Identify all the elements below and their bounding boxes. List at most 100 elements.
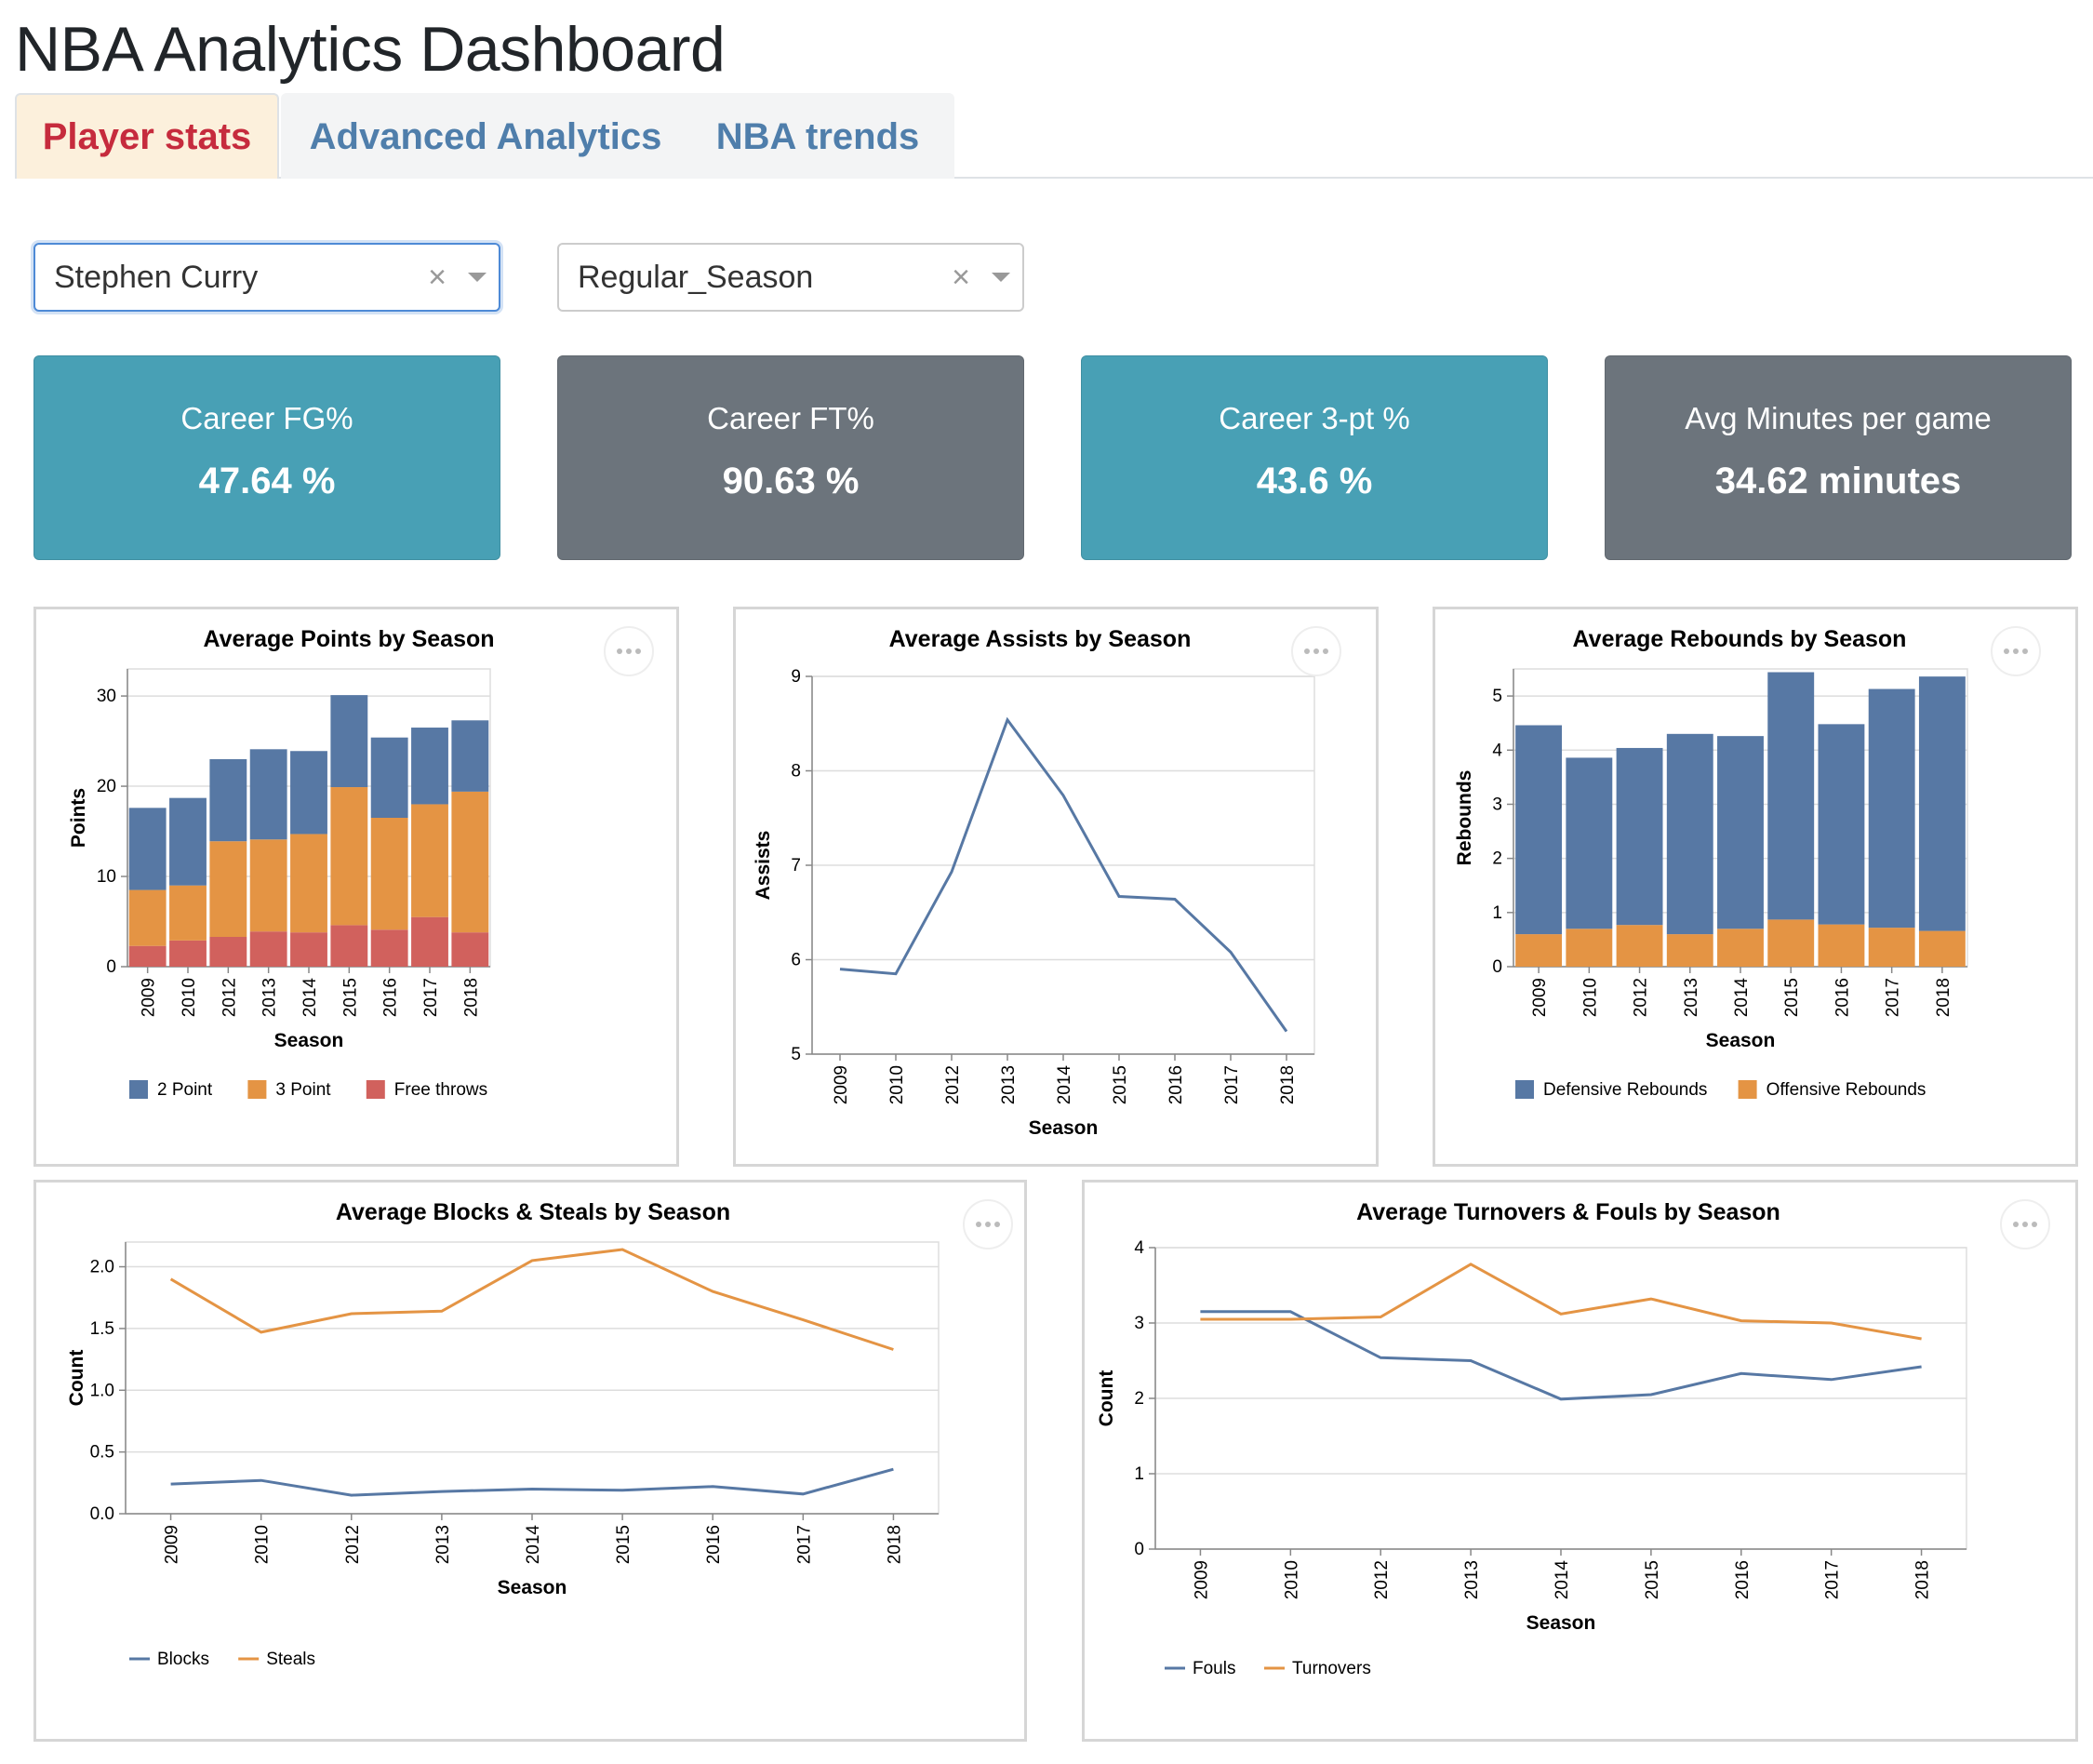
tab-nba-trends[interactable]: NBA trends <box>681 93 954 179</box>
bar <box>411 804 448 917</box>
bar <box>128 889 167 946</box>
x-tick-label: 2015 <box>1643 1560 1662 1599</box>
x-tick-label: 2018 <box>1278 1065 1298 1104</box>
chevron-down-icon[interactable] <box>980 259 1022 296</box>
bar <box>1616 925 1663 967</box>
x-tick-label: 2017 <box>421 978 441 1017</box>
season-type-select[interactable]: Regular_Season × <box>557 243 1024 312</box>
x-tick-label: 2015 <box>1111 1065 1130 1104</box>
x-axis-label: Season <box>498 1577 567 1598</box>
points-chart: Average Points by Season 0 10 20 30 2009 2010 2… <box>68 626 495 1100</box>
tab-advanced-analytics[interactable]: Advanced Analytics <box>281 93 690 179</box>
bar <box>1616 747 1663 926</box>
clear-icon[interactable]: × <box>428 259 447 295</box>
bar <box>1868 688 1915 929</box>
y-tick-label: 10 <box>97 867 116 887</box>
stat-card-value: 34.62 minutes <box>1714 461 1962 501</box>
stat-card-label: Avg Minutes per game <box>1685 401 1992 435</box>
bar <box>1918 930 1966 967</box>
x-tick-label: 2010 <box>1580 978 1600 1017</box>
y-tick-label: 5 <box>1492 687 1502 706</box>
tab-bar: Player stats Advanced Analytics NBA tren… <box>15 93 2093 179</box>
x-tick-label: 2018 <box>1913 1560 1933 1599</box>
x-tick-label: 2013 <box>433 1525 453 1564</box>
bar <box>1566 929 1613 967</box>
player-select[interactable]: Stephen Curry × <box>33 243 500 312</box>
chart-title: Average Blocks & Steals by Season <box>336 1199 730 1225</box>
bar <box>411 728 448 805</box>
bar <box>290 751 327 835</box>
y-tick-label: 0 <box>1134 1540 1144 1559</box>
bar <box>169 797 207 886</box>
x-axis-label: Season <box>1706 1030 1776 1051</box>
y-tick-label: 2.0 <box>90 1258 114 1277</box>
bar <box>1515 725 1563 935</box>
x-tick-label: 2014 <box>524 1525 543 1565</box>
x-tick-label: 2012 <box>343 1525 363 1564</box>
bar <box>370 929 408 967</box>
chart-title: Average Turnovers & Fouls by Season <box>1356 1199 1780 1225</box>
turnovers-fouls-chart-panel: Average Turnovers & Fouls by Season 0 1 2 3 4… <box>1082 1180 2078 1742</box>
x-tick-label: 2016 <box>1166 1065 1186 1104</box>
more-options-icon[interactable] <box>2000 1199 2050 1250</box>
y-tick-label: 4 <box>1134 1238 1144 1258</box>
legend-swatch <box>247 1080 267 1099</box>
legend-label: Offensive Rebounds <box>1766 1080 1926 1100</box>
stat-card-label: Career FT% <box>707 401 874 435</box>
x-tick-label: 2010 <box>180 978 199 1017</box>
clear-icon[interactable]: × <box>952 259 970 295</box>
x-axis-label: Season <box>1029 1117 1099 1139</box>
bar <box>370 737 408 818</box>
points-chart-panel: Average Points by Season 0 10 20 30 2009 2010 2… <box>33 607 679 1167</box>
bar <box>1818 924 1865 967</box>
plot-frame <box>125 1241 940 1515</box>
stat-card-label: Career FG% <box>180 401 353 435</box>
chevron-down-icon[interactable] <box>456 259 499 296</box>
legend-swatch <box>1515 1080 1534 1099</box>
stat-card-career-3pt: Career 3-pt % 43.6 % <box>1081 355 1548 560</box>
bar <box>1666 934 1713 967</box>
season-type-select-value: Regular_Season <box>578 259 814 295</box>
more-options-icon[interactable] <box>1991 626 2041 676</box>
y-tick-label: 1.5 <box>90 1319 114 1339</box>
bar <box>451 791 489 933</box>
y-tick-label: 20 <box>97 777 116 796</box>
more-options-icon[interactable] <box>1291 626 1341 676</box>
x-tick-label: 2016 <box>381 978 401 1017</box>
x-tick-label: 2017 <box>1884 978 1903 1017</box>
page-title: NBA Analytics Dashboard <box>15 14 726 85</box>
y-axis-label: Assists <box>753 831 774 901</box>
bar <box>209 937 247 967</box>
bar <box>1767 672 1815 920</box>
x-tick-label: 2013 <box>1682 978 1701 1017</box>
bar <box>169 940 207 967</box>
bar <box>411 916 448 967</box>
y-axis-label: Rebounds <box>1454 770 1475 866</box>
blocks-steals-chart: Average Blocks & Steals by Season 0.0 0.5 1… <box>66 1199 940 1669</box>
x-tick-label: 2009 <box>140 978 159 1017</box>
bar <box>1717 929 1764 967</box>
series-line <box>1200 1310 1922 1401</box>
more-options-icon[interactable] <box>604 626 654 676</box>
x-tick-label: 2015 <box>340 978 360 1017</box>
bar <box>451 932 489 967</box>
y-tick-label: 8 <box>791 762 801 782</box>
bar <box>451 720 489 792</box>
x-tick-label: 2013 <box>260 978 280 1017</box>
tab-player-stats[interactable]: Player stats <box>15 93 279 179</box>
assists-chart: Average Assists by Season 5 6 7 8 9 2009 2010 20… <box>753 626 1315 1139</box>
stat-card-career-ft: Career FT% 90.63 % <box>557 355 1024 560</box>
x-tick-label: 2017 <box>794 1525 814 1564</box>
bar <box>249 749 287 840</box>
bar <box>128 808 167 890</box>
legend-label: Blocks <box>157 1650 209 1669</box>
x-tick-label: 2012 <box>1372 1560 1392 1599</box>
y-tick-label: 3 <box>1134 1314 1144 1333</box>
more-options-icon[interactable] <box>963 1199 1013 1250</box>
bar <box>290 932 327 967</box>
bar <box>330 695 368 788</box>
bar <box>1868 928 1915 967</box>
series-line <box>1200 1263 1922 1341</box>
chart-title: Average Points by Season <box>203 626 494 652</box>
bar <box>249 931 287 967</box>
